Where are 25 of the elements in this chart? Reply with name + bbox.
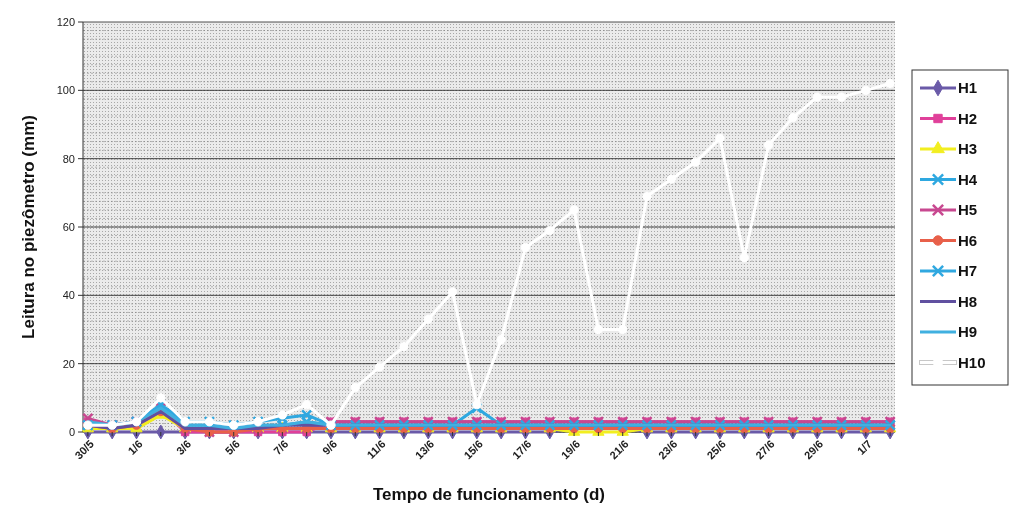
- y-tick-label: 0: [68, 425, 75, 438]
- x-tick-label: 1/6: [125, 437, 145, 457]
- x-axis-title: Tempo de funcionamento (d): [372, 485, 606, 504]
- x-tick-label: 7/6: [271, 437, 291, 457]
- legend-label: H10: [958, 353, 986, 371]
- y-axis-title: Leitura no piezômetro (mm): [19, 115, 38, 339]
- legend-label: H5: [958, 201, 978, 219]
- y-tick-label: 120: [56, 15, 75, 28]
- y-tick-label: 100: [56, 84, 75, 97]
- legend-label: H9: [958, 323, 978, 341]
- x-tick-label: 9/6: [319, 437, 340, 457]
- y-tick-label: 40: [62, 289, 75, 302]
- legend-label: H8: [958, 292, 978, 310]
- y-tick-label: 60: [62, 220, 75, 233]
- legend-label: H6: [958, 231, 978, 249]
- x-tick-label: 5/6: [222, 437, 242, 457]
- x-tick-label: 3/6: [173, 437, 194, 457]
- y-tick-label: 20: [62, 357, 75, 370]
- x-tick-label: 1/7: [854, 437, 874, 457]
- legend-label: H3: [958, 140, 978, 158]
- legend-label: H7: [958, 262, 978, 280]
- legend-label: H4: [958, 170, 978, 188]
- legend-label: H1: [958, 79, 978, 97]
- y-tick-label: 80: [62, 152, 75, 165]
- legend-label: H2: [958, 109, 978, 127]
